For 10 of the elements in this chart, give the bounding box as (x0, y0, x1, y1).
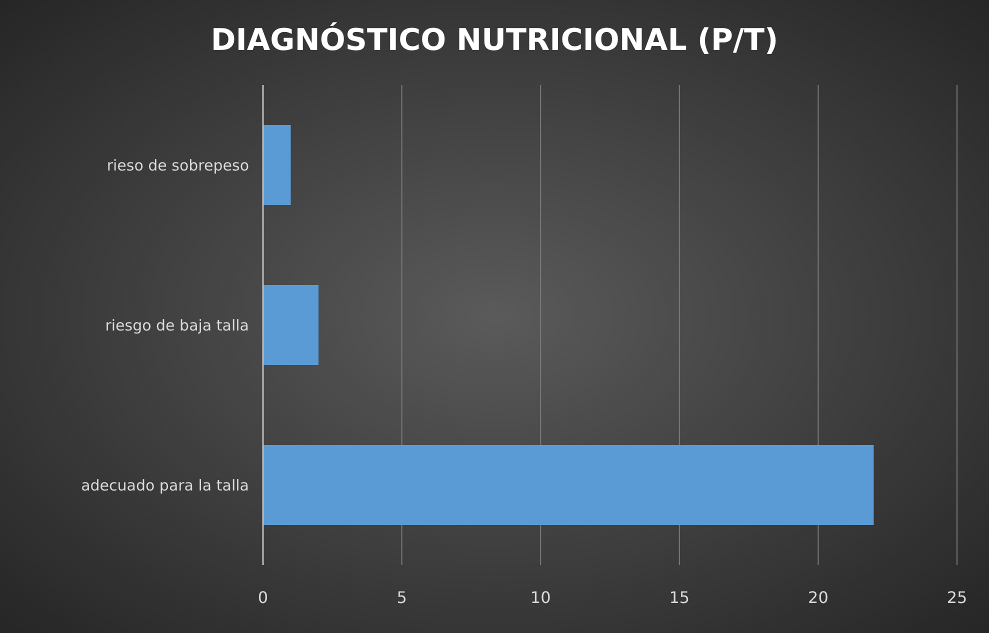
x-tick-label: 25 (946, 588, 968, 607)
y-tick-label: rieso de sobrepeso (106, 156, 249, 174)
x-tick-label: 20 (808, 588, 828, 607)
x-tick-label: 10 (530, 588, 551, 607)
x-tick-label: 15 (669, 588, 690, 607)
x-tick-label: 5 (396, 588, 407, 607)
x-tick-label: 0 (258, 588, 268, 607)
y-tick-label: adecuado para la talla (81, 476, 249, 494)
y-tick-label: riesgo de baja talla (105, 316, 249, 334)
chart-title: DIAGNÓSTICO NUTRICIONAL (P/T) (210, 22, 778, 58)
